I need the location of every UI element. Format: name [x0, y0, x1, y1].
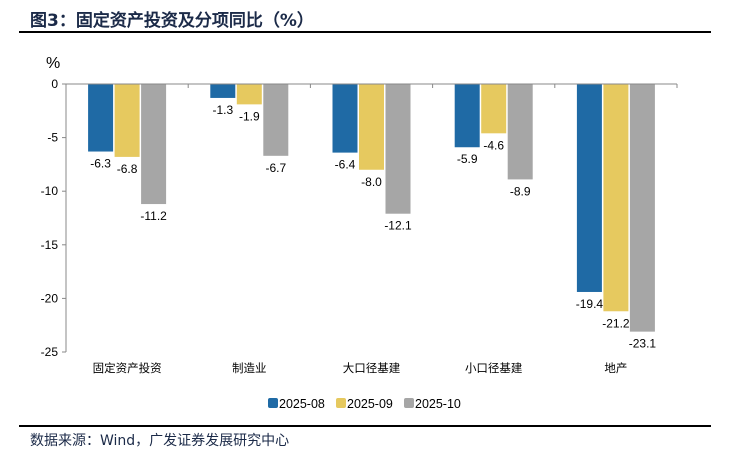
- data-label: -21.2: [602, 316, 630, 330]
- bar-2025-09: [603, 84, 629, 312]
- legend-swatch: [404, 398, 414, 408]
- data-label: -4.6: [483, 138, 504, 152]
- y-tick-label: -25: [41, 345, 59, 359]
- data-label: -8.9: [510, 184, 531, 198]
- data-label: -5.9: [457, 152, 478, 166]
- legend-label: 2025-08: [279, 397, 325, 411]
- data-label: -6.3: [90, 157, 111, 171]
- legend-swatch: [268, 398, 278, 408]
- y-axis-label: %: [46, 55, 60, 72]
- y-tick-label: -15: [41, 238, 59, 252]
- data-label: -19.4: [576, 297, 604, 311]
- bar-2025-09: [481, 84, 507, 134]
- bar-2025-09: [359, 84, 384, 170]
- x-tick-label: 固定资产投资: [93, 361, 162, 375]
- bar-2025-10: [629, 84, 655, 332]
- bar-2025-08: [210, 84, 236, 98]
- data-label: -6.7: [265, 161, 286, 175]
- data-label: -6.8: [117, 162, 138, 176]
- bar-2025-08: [454, 84, 480, 148]
- data-label: -12.1: [384, 219, 412, 233]
- x-tick-label: 小口径基建: [465, 361, 523, 375]
- chart-title: 图3：固定资产投资及分项同比（%）: [30, 11, 314, 31]
- data-label: -6.4: [335, 158, 356, 172]
- source-rule: [19, 425, 711, 427]
- y-tick-label: 0: [51, 77, 58, 91]
- legend-swatch: [336, 398, 346, 408]
- data-label: -23.1: [629, 337, 657, 351]
- data-label: -1.9: [239, 109, 260, 123]
- source-note: 数据来源：Wind，广发证券发展研究中心: [30, 433, 290, 449]
- legend-label: 2025-09: [347, 397, 393, 411]
- bar-2025-08: [332, 84, 358, 153]
- y-tick-label: -5: [47, 131, 58, 145]
- bar-2025-08: [88, 84, 114, 152]
- bar-2025-10: [385, 84, 411, 214]
- bar-2025-10: [263, 84, 289, 156]
- y-tick-label: -10: [41, 184, 59, 198]
- x-tick-label: 制造业: [232, 361, 267, 375]
- data-label: -8.0: [361, 175, 382, 189]
- x-tick-label: 大口径基建: [343, 361, 401, 375]
- data-label: -1.3: [212, 103, 233, 117]
- data-label: -11.2: [140, 209, 167, 223]
- bar-2025-09: [236, 84, 262, 105]
- title-rule: [19, 31, 711, 33]
- bar-2025-10: [141, 84, 167, 205]
- bar-2025-10: [507, 84, 533, 180]
- legend-label: 2025-10: [415, 397, 461, 411]
- bar-2025-09: [114, 84, 140, 157]
- x-tick-label: 地产: [604, 361, 627, 375]
- y-tick-label: -20: [41, 291, 59, 305]
- bar-2025-08: [576, 84, 602, 292]
